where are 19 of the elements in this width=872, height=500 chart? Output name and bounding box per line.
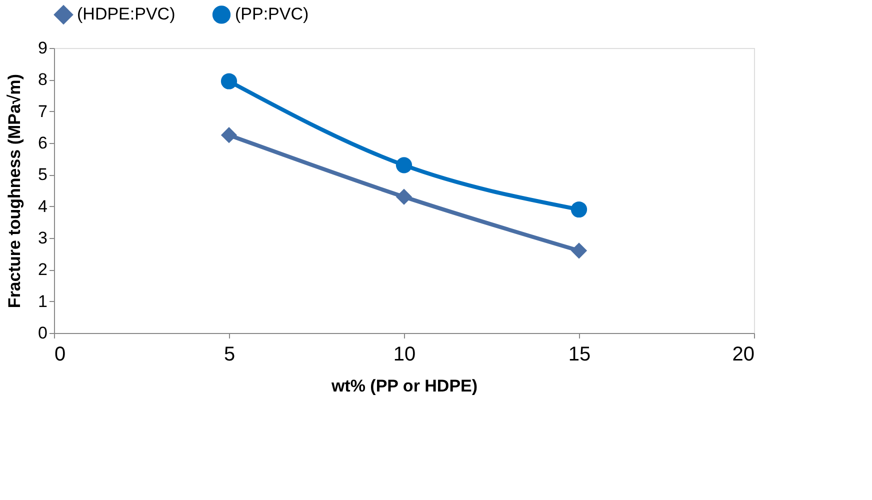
- x-tick-label: 15: [568, 344, 591, 366]
- y-tick-label: 8: [38, 70, 48, 90]
- y-tick-label: 6: [38, 134, 48, 152]
- y-tick-label: 1: [38, 292, 48, 311]
- x-axis-title: wt% (PP or HDPE): [330, 376, 478, 396]
- y-tick-label: 3: [38, 228, 48, 248]
- y-tick-label: 0: [38, 324, 48, 342]
- x-tick-label: 5: [224, 344, 236, 366]
- y-tick-label: 4: [38, 196, 48, 216]
- y-tick-label: 2: [38, 260, 48, 280]
- y-tick-label: 5: [38, 165, 48, 184]
- y-tick-label: 9: [38, 38, 48, 58]
- y-axis-title: Fracture toughness (MPa√m): [5, 74, 24, 308]
- x-tick-label: 10: [393, 344, 416, 366]
- x-tick-label: 20: [732, 344, 754, 366]
- legend-label: (PP:PVC): [235, 4, 309, 24]
- legend-label: (HDPE:PVC): [77, 4, 176, 24]
- y-tick-label: 7: [38, 102, 48, 121]
- x-tick-label: 0: [54, 344, 66, 366]
